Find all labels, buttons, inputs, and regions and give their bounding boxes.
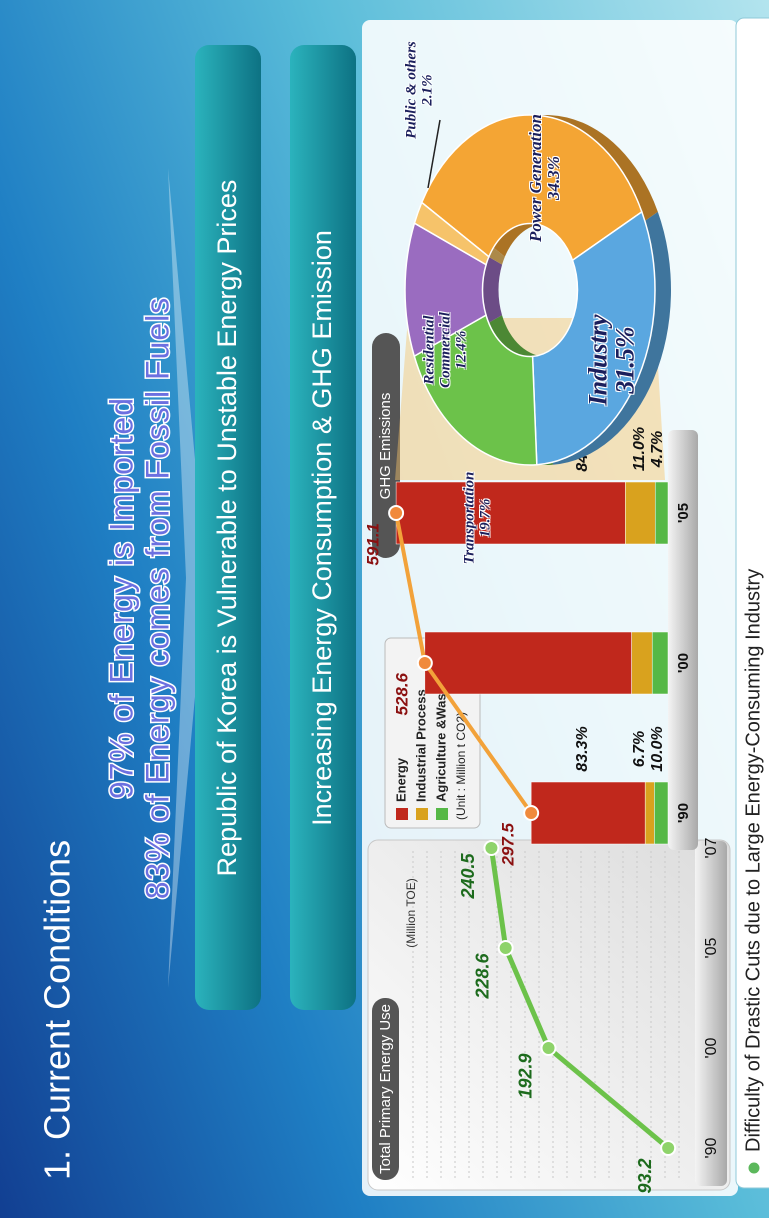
total-label: 297.5	[499, 822, 518, 866]
bar-segment	[395, 481, 626, 545]
point	[483, 840, 500, 856]
pie-label: Transportation 19.7%	[461, 471, 494, 565]
x-tick-label: '05	[675, 503, 692, 523]
data-label: 6.7%	[631, 731, 648, 767]
chart-title-pill	[372, 333, 400, 558]
pie-category: Public & others	[403, 41, 420, 139]
point	[540, 1040, 557, 1056]
pie-value: 12.4%	[452, 330, 469, 370]
pie-label: Public & others 2.1%	[403, 41, 436, 139]
pie-value: 31.5%	[611, 326, 640, 394]
legend-swatch	[416, 808, 428, 820]
line	[488, 847, 670, 1150]
data-label: 240.5	[458, 852, 478, 899]
bar-segment	[654, 781, 669, 845]
pie-value: 19.7%	[477, 498, 493, 538]
legend-label: Agriculture &Waste	[433, 682, 448, 802]
pie-category: Transportation	[461, 471, 478, 565]
pie-slice	[531, 210, 656, 466]
pie-category: Industry	[583, 314, 613, 406]
energy-plot-bg	[400, 848, 690, 1178]
pie-value: 34.3%	[544, 156, 563, 200]
chart-title-pill	[372, 998, 399, 1180]
leader-line	[427, 119, 441, 189]
x-tick-label: '90	[675, 803, 692, 823]
energy-floor	[695, 841, 727, 1186]
legend-label: Industrial Process	[413, 689, 428, 802]
banner	[290, 45, 356, 1010]
data-label: 93.2	[635, 1158, 655, 1193]
pie-label: Power Generation 34.3%	[526, 114, 563, 242]
bar-segment	[424, 631, 632, 695]
decor-arrow	[168, 168, 206, 988]
x-tick-label: '90	[703, 1137, 720, 1158]
data-label: 11.0%	[631, 427, 648, 471]
data-label: 228.6	[472, 952, 492, 999]
bar-segment	[625, 481, 656, 545]
subtitle: 97% of Energy is Imported	[103, 397, 139, 799]
x-tick-label: '00	[675, 653, 692, 673]
x-tick-label: '00	[703, 1037, 720, 1058]
x-tick-label: '07	[703, 837, 720, 858]
legend-label: Energy	[393, 757, 408, 802]
legend-unit: (Unit : Million t CO2)	[454, 712, 468, 820]
bullet-text: Difficulty of Drastic Cuts due to Large …	[742, 569, 764, 1152]
y-axis-label: (Million TOE)	[404, 878, 418, 948]
bar-segment	[644, 781, 655, 845]
data-label: 83.3%	[574, 726, 591, 771]
bullet-box	[735, 17, 769, 1189]
pie-slice	[413, 201, 490, 266]
pie-label: Industry 31.5%	[583, 314, 640, 406]
point	[660, 1140, 677, 1156]
total-label: 528.6	[392, 672, 411, 715]
chart-title: GHG Emissions	[377, 393, 394, 500]
bar-segment	[530, 781, 646, 845]
subtitle: 83% of Energy comes from Fossil Fuels	[139, 297, 175, 900]
chart-title: Total Primary Energy Use	[377, 1004, 394, 1174]
pie-slice	[404, 222, 487, 358]
bar-segment	[631, 631, 653, 695]
banner-text: Increasing Energy Consumption & GHG Emis…	[307, 230, 337, 826]
data-label: 10.0%	[649, 726, 666, 771]
bullet-dot	[747, 1161, 761, 1175]
data-label: 4.7%	[649, 431, 666, 468]
bar-segment	[654, 481, 669, 545]
pie-label: Residential Commercial 12.4%	[421, 304, 469, 396]
legend-swatch	[436, 808, 448, 820]
total-point	[523, 805, 540, 821]
data-label: 192.9	[515, 1053, 535, 1098]
pie-category: Residential Commercial	[421, 312, 454, 388]
pie-slice	[420, 114, 643, 262]
banner	[195, 45, 261, 1010]
total-point	[416, 655, 433, 671]
pie-slice	[413, 314, 538, 466]
legend-swatch	[396, 808, 408, 820]
slide-title: 1. Current Conditions	[37, 840, 78, 1180]
pie-category: Power Generation	[526, 114, 546, 242]
bar-floor	[668, 430, 698, 850]
point	[497, 940, 514, 956]
x-tick-label: '05	[703, 937, 720, 958]
bar-segment	[651, 631, 669, 695]
pie-value: 2.1%	[419, 74, 435, 106]
total-point	[388, 505, 405, 521]
banner-text: Republic of Korea is Vulnerable to Unsta…	[212, 180, 242, 877]
total-label: 591.1	[364, 523, 383, 566]
